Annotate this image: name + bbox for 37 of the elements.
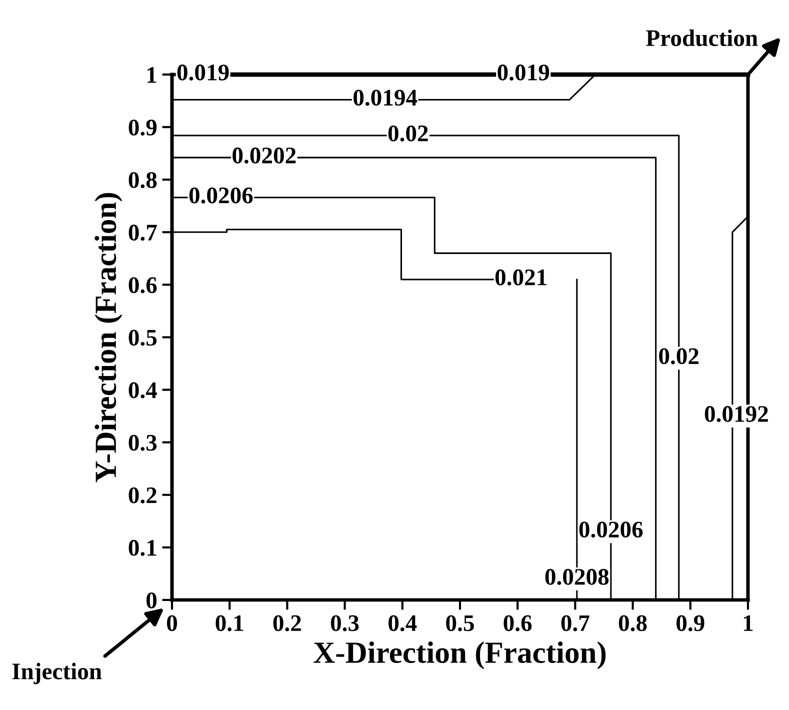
x-tick-label: 0.6 (504, 615, 532, 632)
annotation: 0.0208 (545, 568, 609, 585)
y-tick-label: 0.2 (128, 487, 156, 504)
annotation: 0.02 (388, 125, 428, 142)
x-tick-label: 0.9 (676, 615, 704, 632)
x-tick-label: 0.2 (273, 615, 301, 632)
y-tick-label: 0.4 (128, 382, 157, 398)
annotation: 0.019 (498, 64, 550, 81)
y-tick-label: 1 (148, 67, 156, 83)
annotation: 0.02 (659, 348, 698, 364)
y-tick-label: 0.9 (128, 120, 157, 136)
text: Production (646, 29, 758, 46)
x-tick-label: 0 (167, 615, 178, 632)
y-tick-label: 0.6 (128, 277, 157, 294)
text: Injection (12, 662, 102, 684)
x-tick-label: 0.7 (561, 615, 590, 632)
y-tick-label: 0 (146, 592, 157, 608)
x-tick-label: 0.8 (618, 615, 647, 632)
x-tick-label: 0.5 (446, 615, 474, 632)
x-tick-label: 0.3 (330, 615, 359, 632)
annotation: 0.021 (495, 269, 546, 286)
y-tick-label: 0.7 (128, 224, 157, 241)
y-tick-label: 0.1 (128, 540, 156, 556)
x-tick-label: 0.4 (388, 615, 417, 632)
annotation: 0.0206 (579, 522, 643, 538)
y-tick-label: 0.8 (128, 172, 157, 188)
annotation: 0.019 (177, 64, 229, 81)
annotation: 0.0206 (189, 187, 253, 204)
annotation: 0.0202 (232, 148, 296, 164)
x-tick-label: 1 (744, 615, 753, 631)
annotation: 0.0194 (354, 90, 418, 106)
x-axis-title: X-Direction (Fraction) (314, 642, 606, 670)
y-axis-title: Y-Direction (Fraction) (94, 193, 122, 482)
y-tick-label: 0.3 (128, 434, 157, 451)
y-tick-label: 0.5 (128, 330, 157, 346)
x-tick-label: 0.1 (216, 615, 244, 632)
annotation: 0.0192 (704, 406, 768, 422)
